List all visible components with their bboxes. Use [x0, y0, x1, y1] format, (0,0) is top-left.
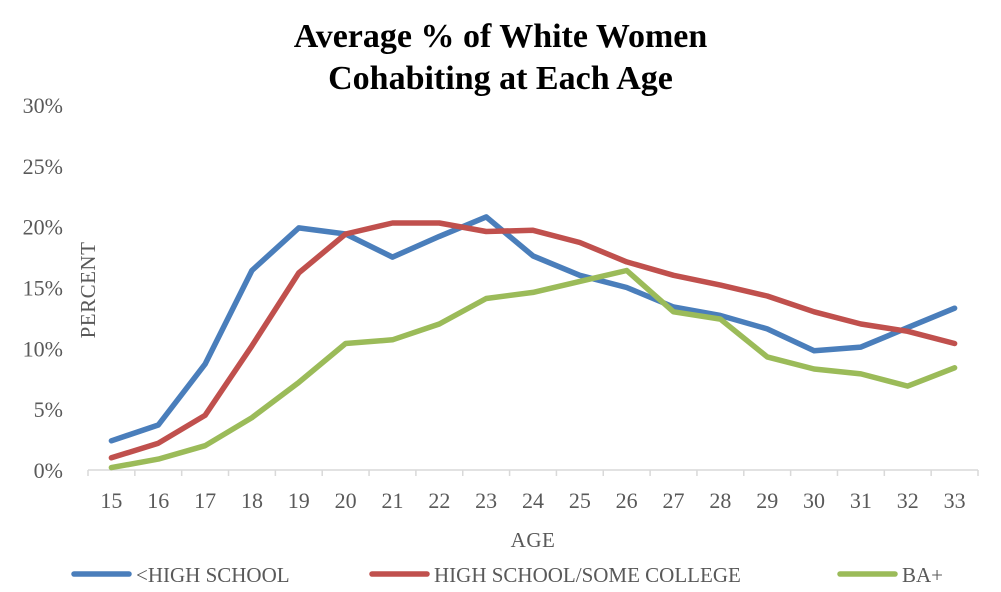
x-tick-label: 31: [850, 488, 872, 513]
x-tick-label: 20: [335, 488, 357, 513]
x-tick-label: 26: [616, 488, 638, 513]
y-axis-label: PERCENT: [76, 242, 100, 339]
chart-title-line-2: Cohabiting at Each Age: [328, 60, 673, 97]
legend-label: HIGH SCHOOL/SOME COLLEGE: [434, 563, 741, 587]
y-tick-label: 30%: [23, 93, 63, 118]
x-tick-label: 19: [288, 488, 310, 513]
x-tick-label: 24: [522, 488, 544, 513]
x-tick-label: 15: [100, 488, 122, 513]
x-axis-label: AGE: [511, 528, 556, 552]
legend-label: BA+: [902, 563, 943, 587]
x-tick-label: 17: [194, 488, 216, 513]
axes: [87, 469, 979, 476]
x-tick-label: 23: [475, 488, 497, 513]
series-line-1: [108, 214, 958, 444]
y-tick-label: 15%: [23, 276, 63, 301]
x-tick-label: 21: [381, 488, 403, 513]
y-axis-ticks: 0% 5% 10% 15% 20% 25% 30%: [23, 93, 63, 483]
y-tick-label: 10%: [23, 336, 63, 361]
x-tick-label: 32: [897, 488, 919, 513]
x-tick-label: 25: [569, 488, 591, 513]
legend: <HIGH SCHOOL HIGH SCHOOL/SOME COLLEGE BA+: [71, 563, 943, 587]
chart-title-line-1: Average % of White Women: [293, 18, 708, 55]
legend-label: <HIGH SCHOOL: [136, 563, 290, 587]
x-tick-label: 16: [147, 488, 169, 513]
series-lines: [108, 214, 958, 471]
x-tick-label: 18: [241, 488, 263, 513]
x-tick-label: 22: [428, 488, 450, 513]
y-tick-label: 0%: [34, 458, 63, 483]
x-tick-label: 29: [756, 488, 778, 513]
x-tick-label: 28: [709, 488, 731, 513]
x-axis-ticks: 15 16 17 18 19 20 21 22 23 24 25 26 27 28 29 30 31 32 33: [100, 488, 965, 513]
x-tick-label: 33: [944, 488, 966, 513]
y-tick-label: 5%: [34, 397, 63, 422]
x-tick-label: 30: [803, 488, 825, 513]
x-tick-label: 27: [663, 488, 685, 513]
y-tick-label: 25%: [23, 154, 63, 179]
y-tick-label: 20%: [23, 215, 63, 240]
chart-title: Average % of White Women Cohabiting at E…: [0, 16, 1001, 100]
